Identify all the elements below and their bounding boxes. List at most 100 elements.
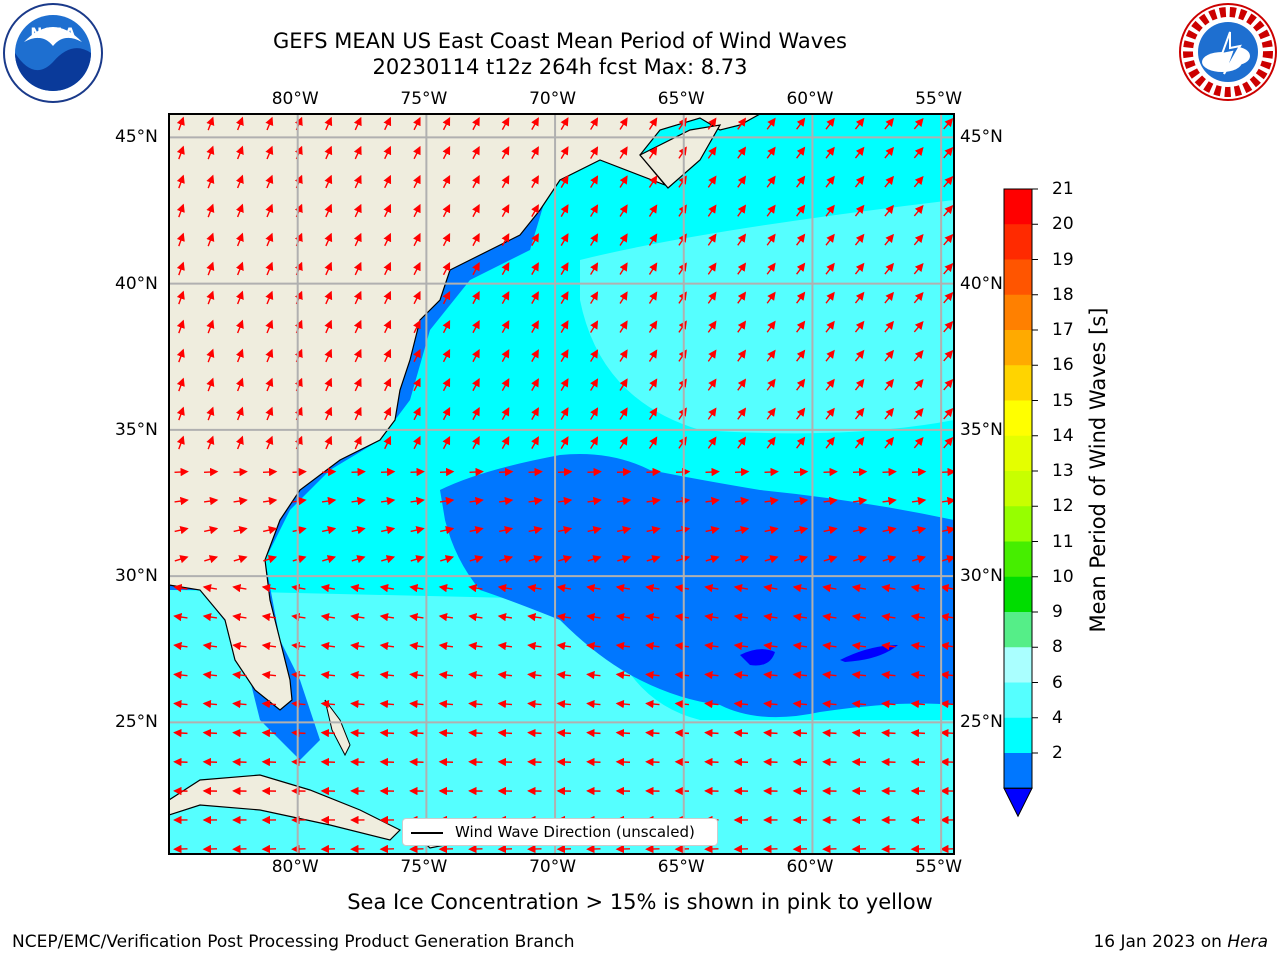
wave-direction-arrow [854, 117, 865, 130]
wave-direction-arrow [853, 526, 868, 535]
wave-direction-arrow [822, 612, 837, 622]
wave-direction-arrow [353, 348, 362, 363]
wave-direction-arrow [176, 406, 185, 421]
wave-direction-arrow [852, 467, 868, 477]
wave-direction-arrow [910, 641, 926, 651]
wave-direction-arrow [796, 204, 806, 217]
wave-direction-arrow [737, 436, 747, 449]
lon-tick-label-top: 60°W [786, 89, 834, 109]
wave-direction-arrow [792, 612, 808, 622]
wave-direction-arrow [913, 320, 924, 333]
wave-direction-arrow [882, 555, 897, 564]
wave-direction-arrow [796, 146, 806, 159]
wave-direction-arrow [557, 467, 573, 477]
wave-direction-arrow [619, 320, 628, 333]
wave-direction-arrow [854, 175, 865, 188]
wave-direction-arrow [737, 378, 747, 391]
wave-direction-arrow [733, 699, 749, 709]
lat-tick-label-left: 40°N [115, 273, 158, 294]
wave-direction-arrow [616, 496, 632, 506]
wave-direction-arrow [442, 145, 451, 160]
wave-direction-arrow [556, 699, 572, 709]
wave-direction-arrow [321, 467, 337, 477]
wave-direction-arrow [881, 583, 896, 593]
wave-direction-arrow [472, 320, 480, 334]
colorbar-tick-label: 16 [1052, 355, 1074, 376]
wave-direction-arrow [943, 176, 954, 188]
wave-direction-arrow [943, 292, 954, 304]
wave-direction-arrow [413, 406, 421, 421]
colorbar-tick-label: 13 [1052, 461, 1074, 481]
wave-direction-arrow [235, 348, 244, 363]
wave-direction-arrow [322, 555, 337, 564]
colorbar-tick-label: 21 [1052, 179, 1074, 199]
wave-direction-arrow [235, 116, 244, 131]
wave-direction-arrow [531, 291, 539, 304]
wave-direction-arrow [763, 728, 778, 738]
wave-direction-arrow [733, 670, 749, 680]
wave-direction-arrow [587, 467, 602, 477]
wave-direction-arrow [735, 555, 750, 564]
colorbar-segment [1004, 682, 1032, 719]
lat-tick-label-left: 45°N [115, 127, 158, 148]
colorbar [1003, 188, 1038, 818]
wave-direction-arrow [472, 291, 480, 305]
wave-direction-arrow [792, 728, 808, 738]
wave-direction-arrow [261, 612, 277, 622]
colorbar-tick-label: 19 [1052, 249, 1074, 270]
wave-direction-arrow [825, 146, 835, 159]
wave-direction-arrow [556, 612, 572, 622]
lon-tick-label-bottom: 80°W [271, 857, 319, 877]
wave-direction-arrow [265, 145, 274, 160]
wave-direction-arrow [941, 467, 954, 477]
colorbar-tick-label: 11 [1052, 531, 1074, 552]
wave-direction-arrow [913, 262, 924, 275]
wave-direction-arrow [232, 612, 247, 622]
wave-direction-arrow [235, 290, 244, 305]
wave-direction-arrow [796, 320, 806, 333]
wave-direction-arrow [262, 496, 278, 506]
wave-direction-arrow [468, 641, 483, 651]
wave-direction-arrow [705, 496, 720, 506]
wave-direction-arrow [350, 728, 365, 738]
colorbar-tick-label: 6 [1052, 672, 1063, 693]
wave-direction-arrow [291, 670, 306, 680]
wave-direction-arrow [910, 583, 926, 593]
wave-direction-arrow [439, 467, 455, 477]
wave-direction-arrow [291, 699, 306, 709]
wave-direction-arrow [884, 146, 894, 159]
wave-direction-arrow [586, 583, 601, 593]
wave-direction-arrow [206, 145, 215, 160]
wave-direction-arrow [590, 407, 599, 420]
chart-title: GEFS MEAN US East Coast Mean Period of W… [273, 29, 847, 53]
wave-direction-arrow [176, 261, 185, 276]
wave-direction-arrow [174, 496, 189, 506]
wave-direction-arrow [707, 320, 717, 333]
wave-direction-arrow [853, 555, 868, 564]
wave-direction-arrow [913, 233, 924, 246]
wave-direction-arrow [468, 728, 483, 738]
wave-direction-arrow [206, 116, 215, 131]
wave-direction-arrow [792, 699, 808, 709]
wave-direction-arrow [590, 378, 599, 391]
wave-direction-arrow [678, 233, 687, 246]
wave-direction-arrow [499, 555, 514, 564]
wave-direction-arrow [645, 641, 660, 651]
colorbar-tick-label: 14 [1052, 425, 1074, 446]
wave-direction-arrow [792, 583, 808, 593]
colorbar-segment [1004, 753, 1032, 789]
wave-direction-arrow [265, 319, 274, 334]
wave-direction-arrow [527, 641, 542, 651]
wave-direction-arrow [235, 435, 244, 450]
wave-direction-arrow [675, 496, 691, 506]
wave-direction-arrow [941, 555, 954, 564]
wave-direction-arrow [320, 583, 336, 593]
wave-direction-arrow [884, 378, 894, 391]
wave-direction-arrow [383, 203, 392, 218]
wave-direction-arrow [792, 670, 808, 680]
wave-direction-arrow [763, 699, 778, 709]
wave-direction-arrow [324, 261, 333, 276]
wave-direction-arrow [646, 467, 661, 477]
wave-direction-arrow [409, 670, 424, 680]
